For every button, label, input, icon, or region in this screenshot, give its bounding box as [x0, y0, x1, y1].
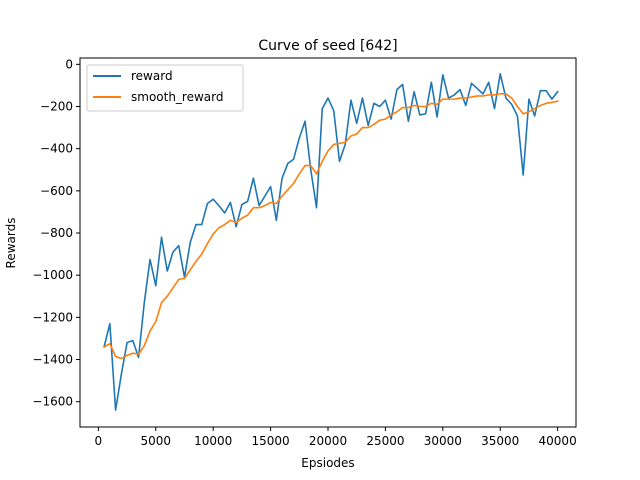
x-tick-label: 15000 [251, 434, 289, 448]
y-tick-label: −1000 [32, 268, 73, 282]
x-tick-label: 25000 [366, 434, 404, 448]
y-tick-label: 0 [65, 57, 73, 71]
y-tick-label: −600 [40, 184, 73, 198]
y-tick-label: −1400 [32, 353, 73, 367]
x-tick-label: 5000 [141, 434, 172, 448]
legend-label-reward: reward [131, 69, 173, 83]
y-tick-label: −800 [40, 226, 73, 240]
legend: reward smooth_reward [86, 64, 244, 112]
x-axis-ticks: 0 5000 10000 15000 20000 25000 30000 35000 40000 [95, 427, 577, 448]
x-axis-label: Epsiodes [301, 456, 354, 470]
y-tick-label: −1600 [32, 395, 73, 409]
x-tick-label: 35000 [481, 434, 519, 448]
series-line-reward [103, 73, 559, 411]
y-axis-label: Rewards [4, 218, 18, 269]
legend-box [86, 64, 244, 112]
chart-title: Curve of seed [642] [258, 38, 397, 54]
series-line-smooth-reward [103, 93, 559, 360]
y-tick-label: −1200 [32, 310, 73, 324]
x-tick-label: 40000 [539, 434, 577, 448]
x-tick-label: 20000 [309, 434, 347, 448]
x-tick-label: 30000 [424, 434, 462, 448]
x-tick-label: 10000 [194, 434, 232, 448]
series-layer [103, 73, 559, 411]
legend-label-smooth-reward: smooth_reward [131, 90, 224, 104]
y-tick-label: −400 [40, 142, 73, 156]
y-tick-label: −200 [40, 99, 73, 113]
y-axis-ticks: 0 −200 −400 −600 −800 −1000 −1200 −1400 −1600 [32, 57, 80, 409]
x-tick-label: 0 [95, 434, 103, 448]
